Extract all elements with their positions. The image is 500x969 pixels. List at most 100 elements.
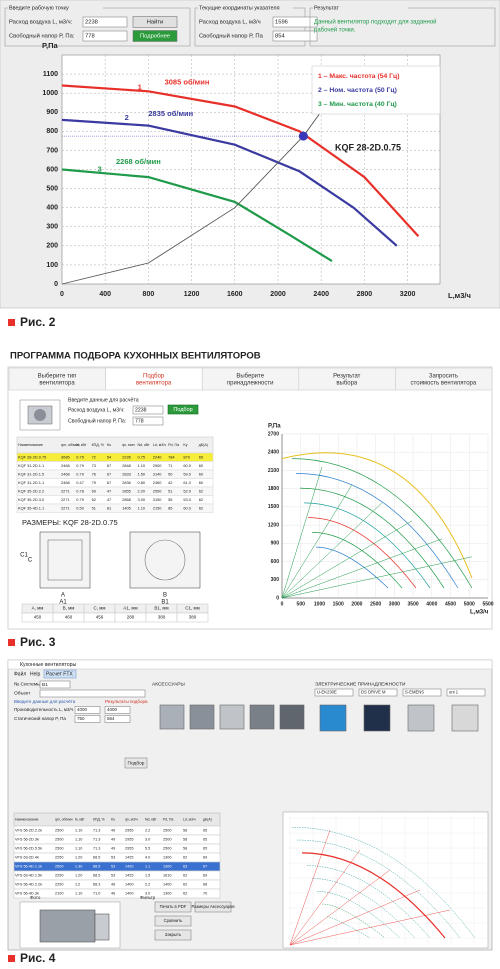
input-box	[74, 706, 101, 714]
table-header: Ld, м3/ч	[153, 443, 166, 447]
y-tick-label: 600	[271, 559, 280, 565]
input-value: 778	[135, 418, 144, 424]
input-value: 2238	[85, 20, 98, 26]
table-cell: 60	[199, 463, 204, 468]
table-cell: 1400	[125, 892, 133, 896]
table-header: qn, м3/ч	[125, 817, 138, 821]
button[interactable]	[132, 30, 178, 42]
table-cell: 2833	[122, 471, 131, 476]
table-header: Ky	[183, 443, 187, 447]
x-tick-label: 1000	[314, 601, 325, 607]
button[interactable]	[154, 901, 192, 913]
button-label: Закрыть	[165, 932, 182, 937]
drawing-label: C1	[20, 553, 28, 559]
table-cell: 55	[168, 497, 172, 502]
table-cell: 1300	[163, 865, 171, 869]
table-cell: KQF 31-2D.1.1	[18, 480, 44, 485]
table-header: Nd, кВт	[145, 817, 157, 821]
x-tick-label: 2800	[357, 291, 373, 298]
table-cell: 2468	[61, 480, 70, 485]
dims-header: A, мм	[32, 606, 44, 611]
table-cell: 62	[183, 874, 187, 878]
table-cell: 71.0	[93, 892, 100, 896]
table-header: N, кВт	[76, 443, 86, 447]
input-box	[132, 405, 164, 415]
fan-curve	[295, 473, 459, 589]
dropdown[interactable]	[446, 688, 486, 697]
table-header: N, кВт	[75, 817, 85, 821]
tab-label: Запросить	[429, 374, 458, 380]
table-cell: VFS 56-2D.3k	[15, 838, 39, 842]
table-cell: 2.20	[138, 488, 146, 493]
button[interactable]	[154, 929, 192, 941]
table-cell: 62	[92, 497, 96, 502]
field-label: Свободный напор P, Па:	[9, 33, 75, 40]
button[interactable]	[132, 16, 178, 28]
button[interactable]	[154, 915, 192, 927]
dims-value: 450	[34, 615, 42, 620]
x-tick-label: 3000	[389, 601, 400, 607]
table-cell: 54	[107, 454, 112, 459]
tab-label: принадлежности	[227, 381, 274, 387]
input-box	[272, 16, 318, 28]
table-cell: 2500	[55, 847, 63, 851]
x-tick-label: 2000	[351, 601, 362, 607]
x-tick-label: 1200	[184, 291, 200, 298]
table-cell: 2240	[153, 454, 162, 459]
table-cell: 73	[92, 463, 96, 468]
table-cell: 50	[168, 471, 173, 476]
tab-label: Выберите	[236, 374, 264, 380]
x-tick-label: 3500	[408, 601, 419, 607]
table-cell: 2500	[163, 838, 171, 842]
y-tick-label: 2100	[268, 468, 279, 474]
table-header: qm, об/мин	[55, 817, 73, 821]
caption-marker	[8, 639, 15, 646]
table-cell: 62	[199, 488, 203, 493]
fan-curve	[296, 839, 461, 939]
system-line	[281, 556, 473, 599]
drawing-label: C	[28, 558, 33, 564]
menu-item: Файл	[14, 670, 26, 677]
table-cell: 1425	[125, 856, 133, 860]
chart-title: KQF 28-2D.0.75	[335, 142, 401, 152]
table-header: qm, об/мин	[61, 443, 80, 447]
y-tick-label: 2400	[268, 450, 279, 456]
table-cell: 67	[107, 480, 111, 485]
panel-title: Текущие координаты указателя	[199, 5, 280, 11]
fan-curve	[303, 502, 431, 589]
table-cell: 59.0	[183, 471, 191, 476]
input-value: 4000	[77, 707, 88, 712]
table-cell: 71.3	[93, 829, 100, 833]
table-header: qn, мин	[122, 443, 134, 447]
table-cell: 53	[111, 874, 115, 878]
y-axis-label: P,Па	[42, 41, 59, 50]
table-cell: 42	[168, 480, 172, 485]
system-line	[289, 869, 391, 946]
button[interactable]	[167, 404, 199, 415]
input-value: 1596	[275, 20, 288, 26]
dims-cell	[176, 612, 209, 623]
fan-curve	[321, 903, 386, 939]
table-cell: 1.50	[138, 471, 146, 476]
table-cell: 71.3	[93, 847, 100, 851]
table-header: КПД, %	[92, 443, 105, 447]
table-cell: 60.0	[183, 463, 191, 468]
dropdown[interactable]	[358, 688, 398, 697]
group-title: ЭЛЕКТРИЧЕСКИЕ ПРИНАДЛЕЖНОСТИ	[315, 681, 406, 687]
table-cell: 0.79	[76, 497, 84, 502]
curve-annotation: 3085 об/мин	[165, 78, 210, 87]
y-tick-label: 1000	[42, 90, 58, 97]
dropdown[interactable]	[402, 688, 442, 697]
panel-title-bg	[198, 4, 293, 11]
table-cell: 2271	[61, 488, 70, 493]
fan-curve	[315, 546, 389, 589]
table-cell: 62	[199, 505, 203, 510]
table-cell: 49	[111, 838, 115, 842]
table-header: дБ(А)	[203, 817, 212, 821]
tab[interactable]	[395, 367, 493, 391]
dropdown[interactable]	[314, 688, 354, 697]
button[interactable]	[124, 757, 148, 769]
button[interactable]	[194, 901, 232, 913]
fan-side	[94, 913, 110, 941]
x-tick-label: 4500	[445, 601, 456, 607]
